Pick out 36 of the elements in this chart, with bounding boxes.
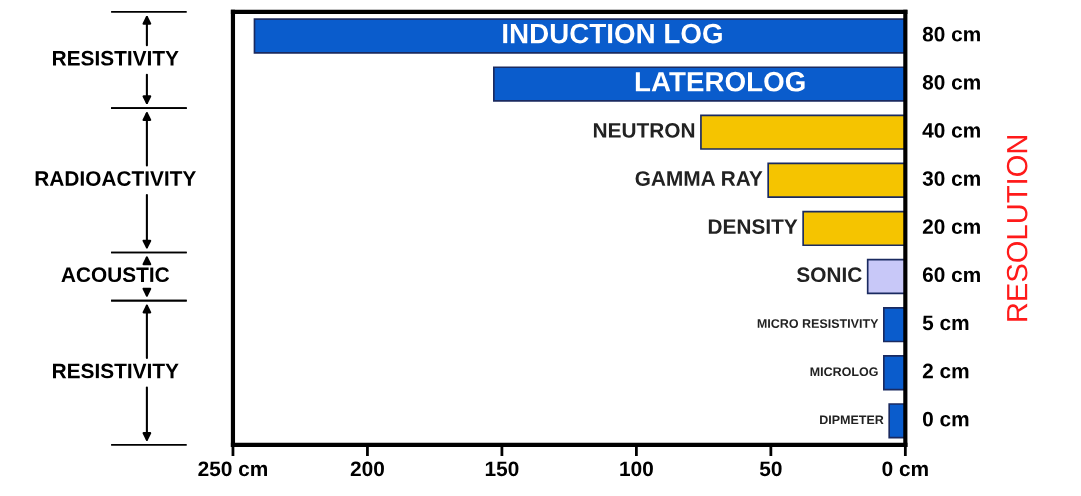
y-tick-label: LATEROLOG xyxy=(635,71,805,92)
text: RESISTIVITY xyxy=(53,50,179,66)
text: RADIOACTIVITY xyxy=(35,171,196,186)
y-tick-label: SONIC xyxy=(796,267,862,283)
text: 5 cm xyxy=(922,315,969,331)
y-tick-label: GAMMA RAY xyxy=(635,171,763,186)
y-tick-label: MICROLOG xyxy=(810,367,878,377)
text: 2 cm xyxy=(922,363,969,379)
x-tick-label: 100 xyxy=(620,461,653,477)
x-tick-label: 250 cm xyxy=(198,461,267,477)
text: 40 cm xyxy=(922,123,980,138)
text: 60 cm xyxy=(922,267,980,283)
y-tick-label: INDUCTION LOG xyxy=(503,23,722,44)
x-tick-label: 0 cm xyxy=(882,461,928,477)
bar xyxy=(888,403,906,439)
y2-axis-title: RESOLUTION xyxy=(1006,135,1028,321)
y-tick-label: DENSITY xyxy=(708,219,798,234)
text: 80 cm xyxy=(922,26,980,42)
bar xyxy=(493,66,906,102)
bar xyxy=(253,18,906,54)
text: 0 cm xyxy=(922,411,969,427)
y-tick-label: NEUTRON xyxy=(593,123,695,138)
y-tick-label: DIPMETER xyxy=(820,415,884,425)
text: 80 cm xyxy=(922,74,980,90)
x-tick-label: 200 xyxy=(350,461,384,477)
text: ACOUSTIC xyxy=(61,267,170,283)
bar xyxy=(767,162,906,198)
text: 20 cm xyxy=(922,219,980,234)
x-tick-label: 150 xyxy=(485,461,519,477)
text: RESISTIVITY xyxy=(53,363,179,379)
x-tick-label: 50 xyxy=(759,461,782,477)
text: 30 cm xyxy=(922,171,980,186)
y-tick-label: MICRO RESISTIVITY xyxy=(757,319,879,328)
bar xyxy=(700,114,906,150)
bar xyxy=(802,210,906,247)
bar xyxy=(866,258,906,295)
